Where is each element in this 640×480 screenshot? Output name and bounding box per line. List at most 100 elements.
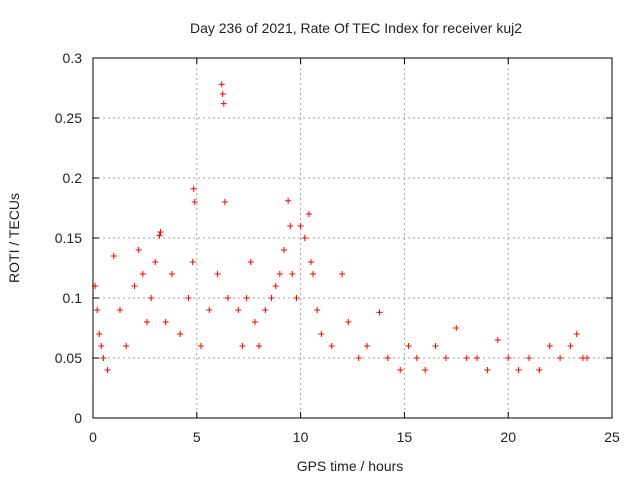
data-point: [94, 307, 101, 313]
x-tick-label: 25: [604, 429, 620, 445]
data-point: [505, 355, 512, 361]
data-point: [293, 295, 300, 301]
data-point: [100, 355, 107, 361]
data-point: [525, 355, 532, 361]
data-point: [557, 355, 564, 361]
data-point: [239, 343, 246, 349]
data-point: [584, 355, 591, 361]
x-tick-label: 5: [193, 429, 201, 445]
data-point: [453, 325, 460, 331]
data-point: [268, 295, 275, 301]
data-point: [206, 307, 213, 313]
data-point: [98, 343, 105, 349]
data-point: [135, 247, 142, 253]
x-tick-label: 15: [397, 429, 413, 445]
data-point: [235, 307, 242, 313]
data-point: [104, 367, 111, 373]
data-point: [148, 295, 155, 301]
data-point: [494, 337, 501, 343]
data-point: [189, 259, 196, 265]
data-point: [515, 367, 522, 373]
data-point: [220, 100, 227, 107]
data-point: [310, 271, 317, 277]
y-tick-label: 0.2: [63, 170, 83, 186]
data-point: [314, 307, 321, 313]
x-tick-label: 20: [500, 429, 516, 445]
data-point: [328, 343, 335, 349]
data-point: [384, 355, 391, 361]
data-point: [301, 235, 308, 241]
data-point: [318, 331, 325, 337]
data-point: [484, 367, 491, 373]
y-tick-label: 0.15: [55, 230, 82, 246]
data-point: [185, 295, 192, 301]
x-axis-label: GPS time / hours: [297, 458, 404, 474]
plot-frame: [92, 57, 613, 419]
data-point: [345, 319, 352, 325]
x-tick-label: 0: [89, 429, 97, 445]
data-point: [355, 355, 362, 361]
data-point: [191, 199, 198, 205]
data-point: [474, 355, 481, 361]
data-point: [276, 271, 283, 277]
data-point: [413, 355, 420, 361]
data-point: [139, 271, 146, 277]
data-point: [162, 319, 169, 325]
data-point: [364, 343, 371, 349]
data-point: [289, 271, 296, 277]
data-point: [573, 331, 580, 337]
data-point: [397, 367, 404, 373]
data-point: [152, 259, 159, 265]
data-point: [339, 271, 346, 277]
data-point: [190, 185, 197, 192]
data-point: [536, 367, 543, 373]
data-point: [305, 211, 312, 217]
data-point: [177, 331, 184, 337]
y-tick-label: 0.05: [55, 350, 82, 366]
data-point: [197, 343, 204, 349]
data-point: [546, 343, 553, 349]
data-point: [218, 81, 225, 88]
axes: 0 5 10 15 20 25 0 0.05 0.1 0.15 0.2 0.25 0.3: [55, 50, 620, 445]
data-point: [110, 253, 117, 259]
data-point: [280, 247, 287, 253]
data-point: [247, 259, 254, 265]
data-points: [92, 81, 591, 373]
data-point: [96, 331, 103, 337]
data-point: [131, 283, 138, 289]
data-point: [376, 309, 383, 316]
data-point: [262, 307, 269, 313]
y-axis-label: ROTI / TECUs: [6, 193, 22, 283]
data-point: [157, 229, 164, 235]
data-point: [214, 271, 221, 277]
y-tick-label: 0.1: [63, 290, 83, 306]
data-point: [287, 223, 294, 229]
data-point: [442, 355, 449, 361]
data-point: [219, 91, 226, 97]
data-point: [224, 295, 231, 301]
data-point: [143, 319, 150, 325]
data-point: [221, 199, 228, 205]
y-tick-label: 0.3: [63, 50, 83, 66]
data-point: [256, 343, 263, 349]
data-point: [251, 319, 258, 325]
chart-title: Day 236 of 2021, Rate Of TEC Index for r…: [190, 20, 522, 36]
data-point: [432, 343, 439, 349]
data-point: [168, 271, 175, 277]
data-point: [243, 295, 250, 301]
data-point: [116, 307, 123, 313]
data-point: [156, 232, 163, 239]
x-tick-label: 10: [293, 429, 309, 445]
data-point: [405, 343, 412, 349]
data-point: [307, 259, 314, 265]
data-point: [285, 197, 292, 204]
grid: [93, 58, 612, 418]
data-point: [567, 343, 574, 349]
data-point: [123, 343, 130, 349]
data-point: [463, 355, 470, 361]
data-point: [422, 367, 429, 373]
y-tick-label: 0.25: [55, 110, 82, 126]
data-point: [297, 223, 304, 229]
data-point: [272, 283, 279, 289]
